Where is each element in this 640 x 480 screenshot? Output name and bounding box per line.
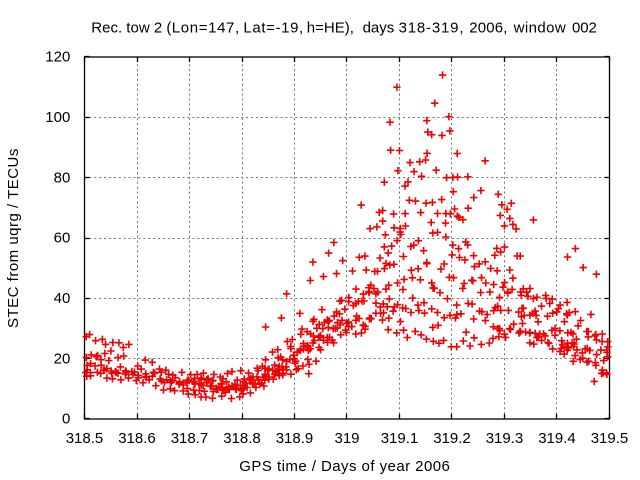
svg-text:318.7: 318.7: [171, 430, 209, 447]
svg-text:319.2: 319.2: [433, 430, 471, 447]
svg-text:Lat=-19,: Lat=-19,: [243, 20, 303, 37]
svg-text:20: 20: [54, 350, 71, 367]
svg-text:318.8: 318.8: [223, 430, 261, 447]
svg-text:window: window: [513, 20, 566, 37]
svg-text:Rec. tow 2 (: Rec. tow 2 (: [91, 20, 171, 37]
svg-text:2006,: 2006,: [469, 20, 507, 37]
svg-text:100: 100: [45, 109, 70, 126]
svg-text:318.6: 318.6: [118, 430, 156, 447]
svg-text:GPS time / Days of year 2006: GPS time / Days of year 2006: [239, 458, 450, 475]
svg-text:318.9: 318.9: [276, 430, 314, 447]
svg-text:days: days: [363, 20, 395, 37]
svg-text:0: 0: [62, 411, 70, 428]
svg-text:318-319,: 318-319,: [399, 20, 464, 37]
svg-text:STEC from uqrg / TECUs: STEC from uqrg / TECUs: [5, 149, 22, 328]
svg-text:319.5: 319.5: [591, 430, 629, 447]
svg-text:002: 002: [572, 20, 597, 37]
svg-text:80: 80: [54, 169, 71, 186]
svg-text:319.3: 319.3: [486, 430, 524, 447]
svg-text:319: 319: [334, 430, 359, 447]
svg-text:40: 40: [54, 290, 71, 307]
svg-text:60: 60: [54, 230, 71, 247]
svg-text:318.5: 318.5: [66, 430, 104, 447]
svg-text:120: 120: [45, 49, 70, 66]
svg-text:319.1: 319.1: [381, 430, 419, 447]
svg-text:h=HE),: h=HE),: [307, 20, 354, 37]
svg-text:319.4: 319.4: [538, 430, 576, 447]
svg-text:Lon=147,: Lon=147,: [172, 20, 239, 37]
